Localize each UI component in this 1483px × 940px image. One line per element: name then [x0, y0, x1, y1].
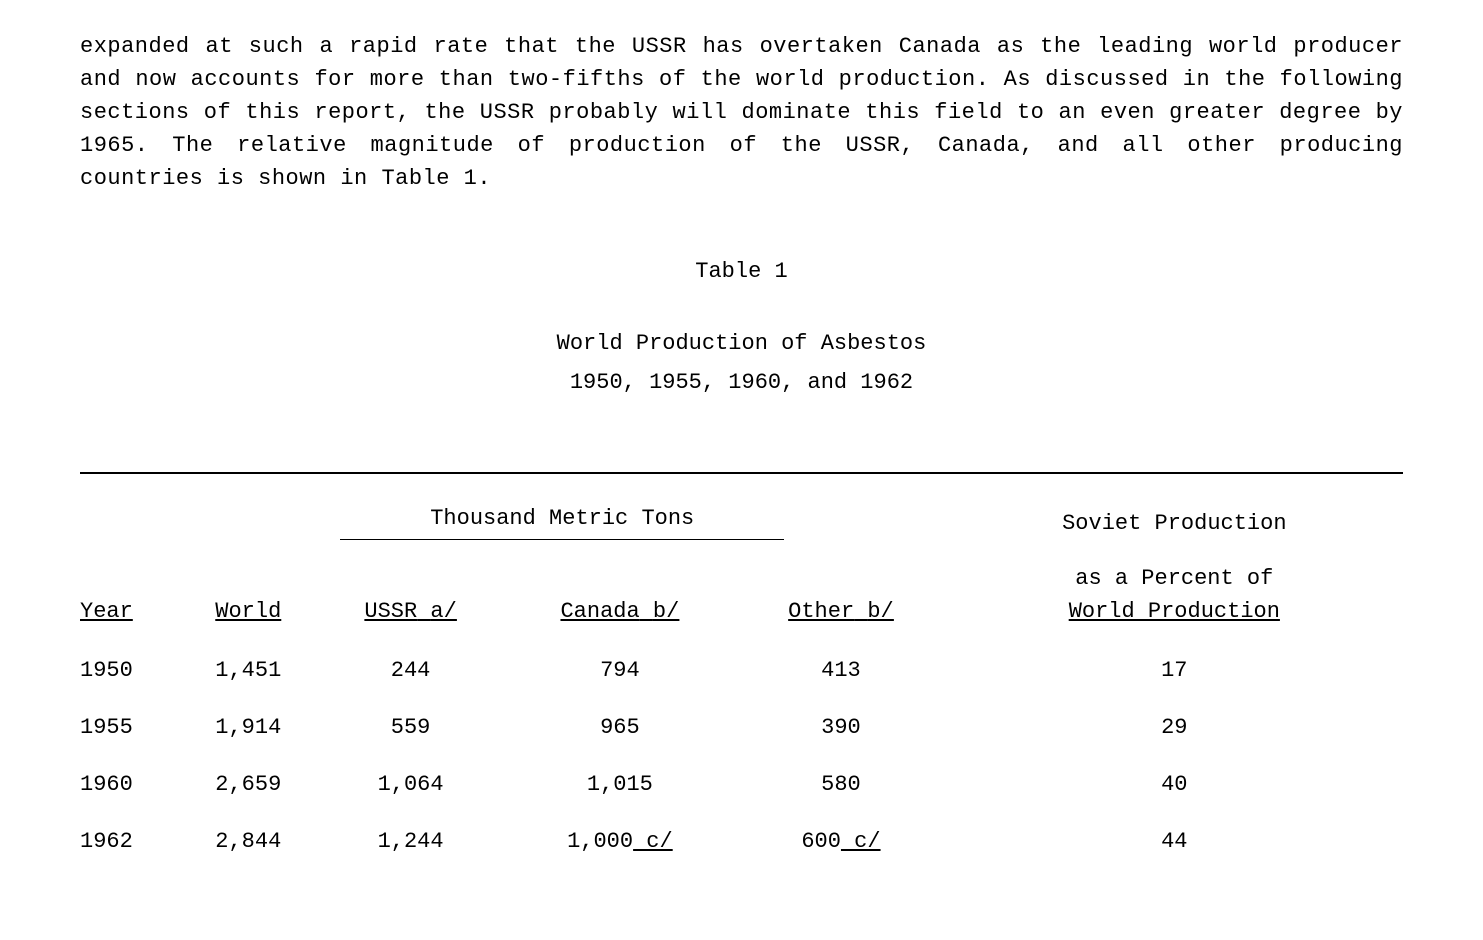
cell-year: 1955: [80, 699, 179, 756]
cell-other: 390: [736, 699, 945, 756]
cell-canada: 1,000 c/: [504, 813, 737, 870]
cell-other: 600 c/: [736, 813, 945, 870]
table-heading: Table 1 World Production of Asbestos 195…: [80, 255, 1403, 399]
table-row: 1962 2,844 1,244 1,000 c/ 600 c/ 44: [80, 813, 1403, 870]
cell-pct: 40: [946, 756, 1403, 813]
cell-year: 1962: [80, 813, 179, 870]
group-header-row: Thousand Metric Tons Soviet Production: [80, 494, 1403, 554]
cell-pct: 29: [946, 699, 1403, 756]
col-other: Other b/: [736, 554, 945, 642]
table-container: Thousand Metric Tons Soviet Production Y…: [80, 472, 1403, 870]
group-header-soviet-pct-1: Soviet Production: [946, 494, 1403, 554]
table-years-line: 1950, 1955, 1960, and 1962: [80, 366, 1403, 399]
cell-ussr: 559: [318, 699, 504, 756]
col-year: Year: [80, 554, 179, 642]
col-canada: Canada b/: [504, 554, 737, 642]
table-row: 1955 1,914 559 965 390 29: [80, 699, 1403, 756]
col-world: World: [179, 554, 318, 642]
cell-pct: 17: [946, 642, 1403, 699]
cell-other: 580: [736, 756, 945, 813]
col-ussr: USSR a/: [318, 554, 504, 642]
group-header-metric-tons: Thousand Metric Tons: [179, 494, 946, 554]
cell-ussr: 244: [318, 642, 504, 699]
cell-year: 1960: [80, 756, 179, 813]
cell-ussr: 1,244: [318, 813, 504, 870]
body-paragraph: expanded at such a rapid rate that the U…: [80, 30, 1403, 195]
group-header-soviet-pct-23: as a Percent of World Production: [946, 554, 1403, 642]
table-title: World Production of Asbestos: [80, 327, 1403, 360]
cell-world: 2,844: [179, 813, 318, 870]
table-row: 1950 1,451 244 794 413 17: [80, 642, 1403, 699]
cell-canada: 794: [504, 642, 737, 699]
cell-canada: 1,015: [504, 756, 737, 813]
cell-world: 1,914: [179, 699, 318, 756]
column-header-row: Year World USSR a/ Canada b/ Other b/ as…: [80, 554, 1403, 642]
cell-world: 2,659: [179, 756, 318, 813]
cell-other: 413: [736, 642, 945, 699]
production-table: Thousand Metric Tons Soviet Production Y…: [80, 494, 1403, 870]
table-row: 1960 2,659 1,064 1,015 580 40: [80, 756, 1403, 813]
cell-year: 1950: [80, 642, 179, 699]
cell-ussr: 1,064: [318, 756, 504, 813]
cell-world: 1,451: [179, 642, 318, 699]
table-label: Table 1: [80, 255, 1403, 288]
cell-canada: 965: [504, 699, 737, 756]
cell-pct: 44: [946, 813, 1403, 870]
